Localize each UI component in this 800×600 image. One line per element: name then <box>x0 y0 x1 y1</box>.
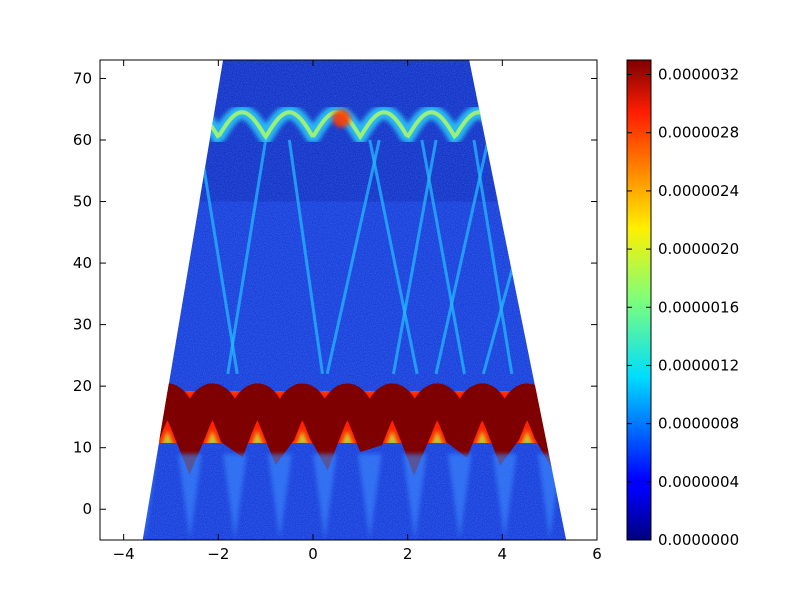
colorbar-tick-label: 0.0000028 <box>658 124 739 142</box>
y-tick-label: 30 <box>73 316 92 334</box>
colorbar-tick-label: 0.0000020 <box>658 240 739 258</box>
x-tick-label: 6 <box>592 545 602 563</box>
x-axis-ticks: −4 −2 0 2 4 6 <box>113 60 602 563</box>
plot-area <box>142 60 567 540</box>
colorbar-tick-label: 0.0000024 <box>658 182 739 200</box>
x-tick-label: −4 <box>113 545 135 563</box>
y-tick-label: 0 <box>82 500 92 518</box>
x-tick-label: 2 <box>403 545 413 563</box>
heatmap-image <box>142 60 567 540</box>
low-band-core <box>142 383 567 476</box>
y-tick-label: 50 <box>73 193 92 211</box>
colorbar-tick-label: 0.0000016 <box>658 298 739 316</box>
colorbar: 0.0000000 0.0000004 0.0000008 0.0000012 0.00… <box>626 59 739 549</box>
colorbar-tick-label: 0.0000008 <box>658 415 739 433</box>
y-tick-label: 20 <box>73 377 92 395</box>
colorbar-tick-label: 0.0000012 <box>658 356 739 374</box>
heatmap-layer <box>142 60 567 540</box>
y-tick-label: 60 <box>73 131 92 149</box>
x-tick-label: 4 <box>498 545 508 563</box>
axes-frame <box>99 59 598 541</box>
y-axis-ticks: 0 10 20 30 40 50 60 70 <box>73 69 597 518</box>
x-tick-label: −2 <box>207 545 229 563</box>
colorbar-tick-label: 0.0000000 <box>658 531 739 549</box>
y-tick-label: 70 <box>73 69 92 87</box>
colorbar-gradient <box>627 60 651 540</box>
colorbar-frame <box>626 59 652 541</box>
x-tick-label: 0 <box>308 545 318 563</box>
colorbar-tick-label: 0.0000032 <box>658 66 739 84</box>
colorbar-tick-label: 0.0000004 <box>658 473 739 491</box>
colorbar-ticks: 0.0000000 0.0000004 0.0000008 0.0000012 0.00… <box>627 66 739 549</box>
y-tick-label: 10 <box>73 439 92 457</box>
y-tick-label: 40 <box>73 254 92 272</box>
